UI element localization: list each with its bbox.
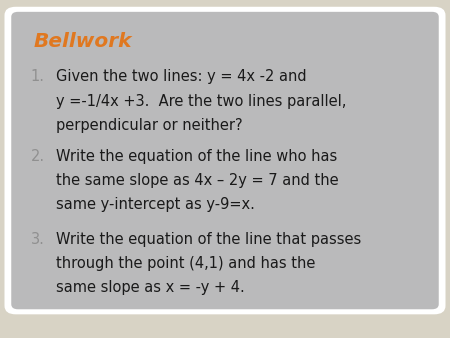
Text: perpendicular or neither?: perpendicular or neither?: [56, 118, 243, 133]
Text: same slope as x = -y + 4.: same slope as x = -y + 4.: [56, 280, 245, 295]
Text: 2.: 2.: [31, 149, 45, 164]
Text: Write the equation of the line who has: Write the equation of the line who has: [56, 149, 338, 164]
Text: 1.: 1.: [31, 69, 45, 84]
Text: Given the two lines: y = 4x -2 and: Given the two lines: y = 4x -2 and: [56, 69, 307, 84]
Text: through the point (4,1) and has the: through the point (4,1) and has the: [56, 256, 315, 271]
Text: y =-1/4x +3.  Are the two lines parallel,: y =-1/4x +3. Are the two lines parallel,: [56, 94, 346, 108]
Text: Write the equation of the line that passes: Write the equation of the line that pass…: [56, 232, 361, 246]
Text: Bellwork: Bellwork: [34, 32, 132, 51]
Text: same y-intercept as y-9=x.: same y-intercept as y-9=x.: [56, 197, 255, 212]
Text: 3.: 3.: [31, 232, 45, 246]
Text: the same slope as 4x – 2y = 7 and the: the same slope as 4x – 2y = 7 and the: [56, 173, 339, 188]
